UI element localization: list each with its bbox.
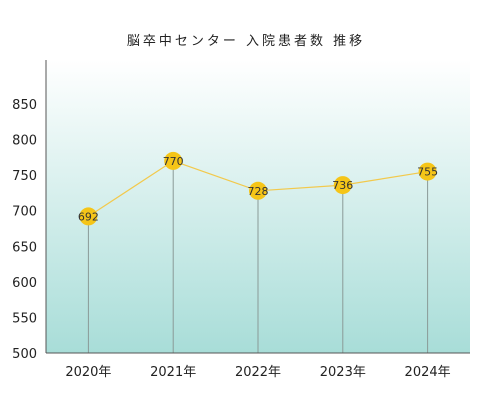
data-point-marker xyxy=(418,162,437,181)
data-point-marker xyxy=(333,176,352,195)
x-tick-label: 2023年 xyxy=(320,365,366,380)
data-label: 692 xyxy=(78,210,99,223)
y-tick-label: 500 xyxy=(12,347,37,362)
data-point-marker xyxy=(79,207,98,226)
y-tick-label: 850 xyxy=(12,98,37,113)
y-tick-label: 800 xyxy=(12,134,37,149)
data-point-marker xyxy=(249,181,267,200)
data-label: 755 xyxy=(417,166,438,179)
y-tick-label: 550 xyxy=(12,311,37,326)
y-tick-labels: 500 550 600 650 700 750 800 850 xyxy=(12,98,37,362)
chart-title: 脳卒中センター 入院患者数 推移 xyxy=(126,34,366,49)
x-tick-label: 2022年 xyxy=(235,365,281,380)
data-label: 728 xyxy=(248,185,269,198)
data-point-marker xyxy=(164,151,183,170)
y-tick-label: 650 xyxy=(12,240,37,255)
x-tick-label: 2020年 xyxy=(65,365,111,380)
data-points-layer: 692 770 728 736 755 xyxy=(78,151,438,226)
y-tick-label: 700 xyxy=(12,205,37,220)
x-tick-label: 2021年 xyxy=(150,365,196,380)
x-tick-labels: 2020年 2021年 2022年 2023年 2024年 xyxy=(65,365,450,380)
y-tick-label: 750 xyxy=(12,169,37,184)
y-tick-label: 600 xyxy=(12,276,37,291)
data-label: 770 xyxy=(163,155,184,168)
stems-layer xyxy=(87,160,429,353)
data-label: 736 xyxy=(332,179,353,192)
x-tick-label: 2024年 xyxy=(405,365,451,380)
